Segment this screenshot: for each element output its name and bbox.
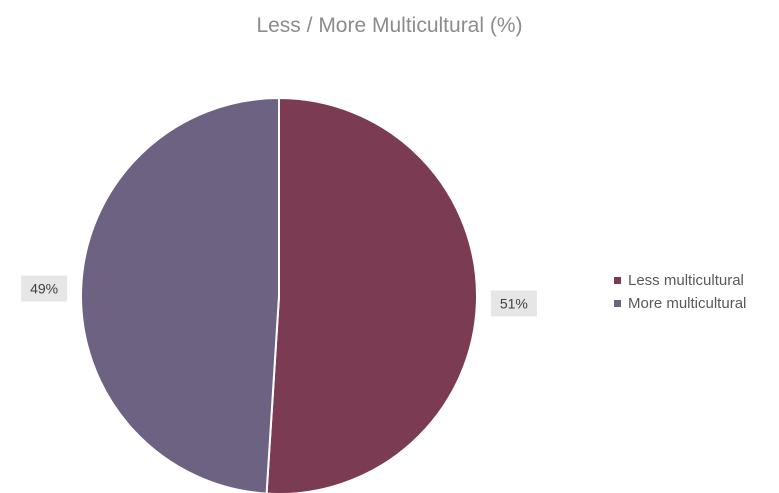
data-label-box-more-multicultural <box>21 275 68 302</box>
chart-title: Less / More Multicultural (%) <box>256 14 523 37</box>
data-label-less-multicultural: 51% <box>490 290 537 317</box>
legend-item-more-multicultural[interactable]: More multicultural <box>614 292 746 315</box>
data-label-text-less-multicultural: 51% <box>500 295 528 311</box>
data-label-more-multicultural: 49% <box>21 275 68 302</box>
data-label-box-less-multicultural <box>490 290 537 317</box>
chart-legend: Less multicultural More multicultural <box>614 269 746 315</box>
pie-slice-less-multicultural[interactable] <box>265 96 479 493</box>
legend-swatch-more-multicultural <box>614 300 621 307</box>
data-label-text-more-multicultural: 49% <box>30 281 58 297</box>
legend-label-more-multicultural: More multicultural <box>628 295 747 312</box>
legend-label-less-multicultural: Less multicultural <box>628 272 744 289</box>
legend-swatch-less-multicultural <box>614 277 621 284</box>
pie-slice-more-multicultural[interactable] <box>80 96 280 493</box>
legend-item-less-multicultural[interactable]: Less multicultural <box>614 269 746 292</box>
